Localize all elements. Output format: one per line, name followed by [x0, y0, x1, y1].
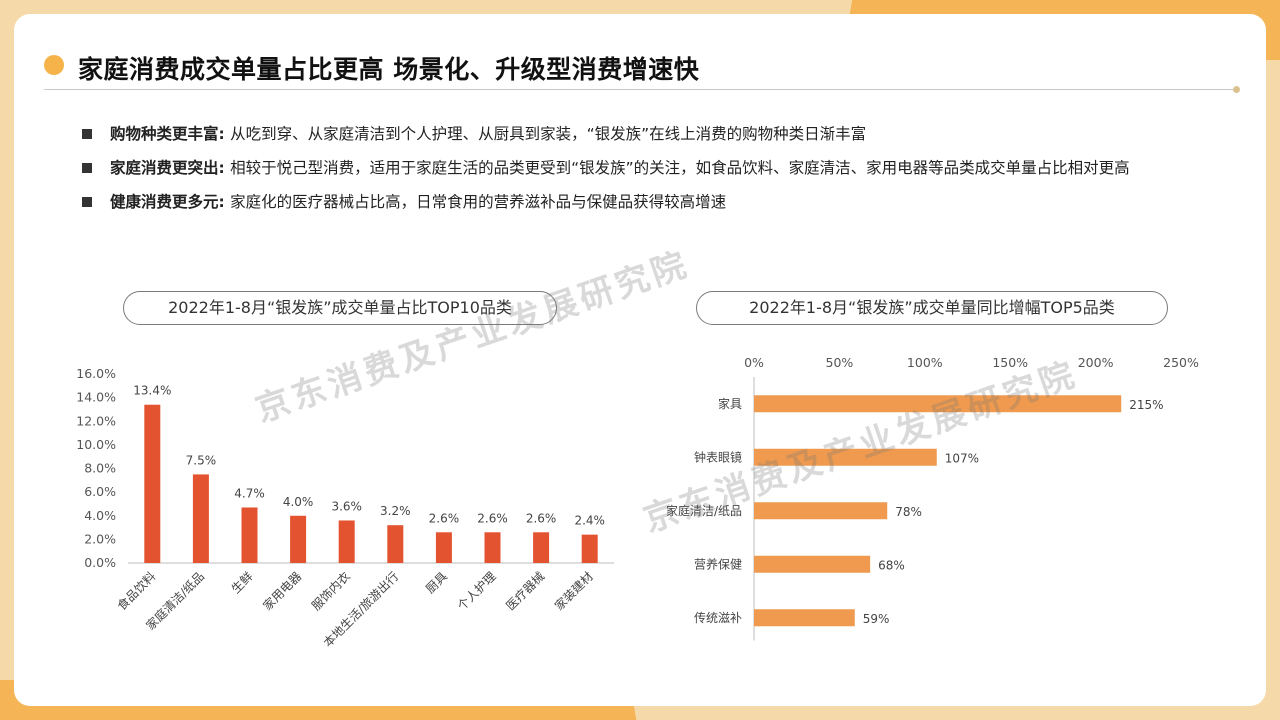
bar [192, 474, 209, 563]
x-tick-label: 家用电器 [260, 569, 305, 614]
x-tick-label: 100% [907, 355, 943, 370]
data-label: 4.7% [234, 486, 265, 500]
slide-card [14, 14, 1266, 706]
bullet-text: 从吃到穿、从家庭清洁到个人护理、从厨具到家装，“银发族”在线上消费的购物种类日渐… [230, 125, 867, 143]
y-tick-label: 家具 [718, 396, 742, 411]
bar [484, 532, 501, 563]
y-tick-label: 0.0% [84, 555, 116, 570]
bar [754, 609, 855, 627]
x-tick-label: 0% [744, 355, 764, 370]
y-tick-label: 4.0% [84, 508, 116, 523]
y-tick-label: 2.0% [84, 531, 116, 546]
x-tick-label: 医疗器械 [503, 569, 548, 614]
data-label: 7.5% [186, 453, 217, 467]
bar [754, 555, 871, 573]
right-bar-chart: 0% 50% 100% 150% 200% 250% 家具 215% 钟表眼镜 107% 家庭清洁/… [666, 355, 1199, 641]
bullet-lead: 购物种类更丰富: [110, 125, 231, 143]
data-label: 4.0% [283, 495, 314, 509]
y-tick-label: 16.0% [76, 366, 116, 381]
x-tick-label: 食品饮料 [114, 569, 159, 614]
data-label: 78% [895, 505, 922, 519]
bullet-square-icon [82, 129, 92, 139]
x-tick-label: 200% [1078, 355, 1114, 370]
x-tick-label: 家装建材 [551, 569, 596, 614]
title-divider-end-dot [1233, 86, 1240, 93]
bar [241, 507, 258, 563]
data-label: 2.6% [429, 511, 460, 525]
bar [338, 520, 355, 563]
data-label: 13.4% [133, 384, 171, 398]
left-bar-chart: 0.0% 2.0% 4.0% 6.0% 8.0% 10.0% 12.0% 14.0% 16.0%… [76, 366, 614, 650]
left-chart-title: 2022年1-8月“银发族”成交单量占比TOP10品类 [123, 291, 557, 325]
x-tick-label: 厨具 [423, 569, 450, 596]
data-label: 3.6% [331, 499, 362, 513]
bar [290, 515, 307, 563]
y-tick-label: 12.0% [76, 413, 116, 428]
bullet-list: 购物种类更丰富: 从吃到穿、从家庭清洁到个人护理、从厨具到家装，“银发族”在线上… [80, 117, 1210, 219]
y-tick-label: 传统滋补 [694, 610, 742, 625]
title-bullet-dot [44, 55, 64, 75]
bullet-square-icon [82, 163, 92, 173]
x-tick-label: 个人护理 [455, 569, 499, 613]
data-label: 215% [1129, 398, 1163, 412]
data-label: 2.4% [574, 514, 605, 528]
data-label: 107% [945, 451, 979, 465]
data-label: 2.6% [526, 511, 557, 525]
bullet-text: 家庭化的医疗器械占比高，日常食用的营养滋补品与保健品获得较高增速 [230, 193, 727, 211]
bullet-item: 家庭消费更突出: 相较于悦己型消费，适用于家庭生活的品类更受到“银发族”的关注，… [80, 151, 1210, 185]
bar [581, 534, 598, 563]
y-tick-label: 家庭清洁/纸品 [666, 503, 742, 518]
y-tick-label: 钟表眼镜 [694, 449, 742, 464]
bar [754, 395, 1122, 413]
bullet-item: 健康消费更多元: 家庭化的医疗器械占比高，日常食用的营养滋补品与保健品获得较高增… [80, 185, 1210, 219]
y-tick-label: 营养保健 [694, 556, 742, 571]
bar [435, 532, 452, 563]
y-tick-label: 8.0% [84, 461, 116, 476]
bar [754, 448, 937, 466]
bar [144, 404, 161, 563]
bullet-lead: 家庭消费更突出: [110, 159, 231, 177]
data-label: 2.6% [477, 511, 508, 525]
bullet-item: 购物种类更丰富: 从吃到穿、从家庭清洁到个人护理、从厨具到家装，“银发族”在线上… [80, 117, 1210, 151]
x-tick-label: 服饰内衣 [308, 569, 353, 614]
data-label: 59% [863, 612, 890, 626]
bar [533, 532, 550, 563]
data-label: 3.2% [380, 504, 411, 518]
bar [754, 502, 888, 520]
x-tick-label: 生鲜 [229, 569, 256, 596]
bullet-lead: 健康消费更多元: [110, 193, 231, 211]
x-tick-label: 250% [1163, 355, 1199, 370]
bullet-square-icon [82, 197, 92, 207]
bar [387, 525, 404, 563]
title-divider [44, 89, 1236, 90]
y-tick-label: 10.0% [76, 437, 116, 452]
x-tick-label: 50% [826, 355, 854, 370]
y-tick-label: 14.0% [76, 390, 116, 405]
bullet-text: 相较于悦己型消费，适用于家庭生活的品类更受到“银发族”的关注，如食品饮料、家庭清… [230, 159, 1130, 177]
page-title: 家庭消费成交单量占比更高 场景化、升级型消费增速快 [78, 55, 700, 84]
right-chart-title: 2022年1-8月“银发族”成交单量同比增幅TOP5品类 [696, 291, 1168, 325]
y-tick-label: 6.0% [84, 484, 116, 499]
x-tick-label: 150% [992, 355, 1028, 370]
data-label: 68% [878, 558, 905, 572]
